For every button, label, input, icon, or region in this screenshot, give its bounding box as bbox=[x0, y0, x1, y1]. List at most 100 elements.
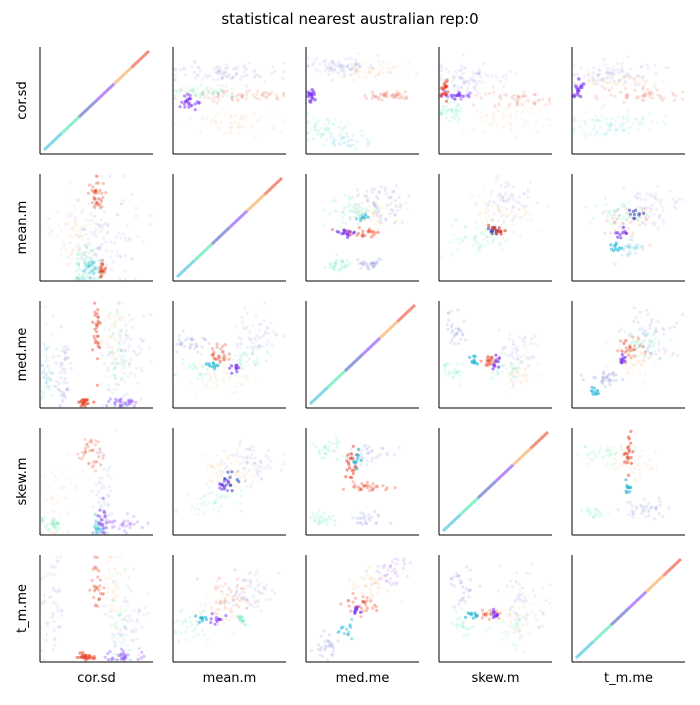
scatter-point bbox=[255, 96, 259, 100]
scatter-point bbox=[142, 314, 146, 318]
scatter-point bbox=[216, 91, 220, 95]
scatter-point bbox=[118, 571, 122, 576]
scatter-point bbox=[596, 129, 600, 134]
scatter-point bbox=[502, 200, 506, 204]
scatter-point bbox=[338, 69, 342, 74]
scatter-point bbox=[514, 114, 519, 118]
scatter-point bbox=[94, 530, 98, 534]
scatter-point bbox=[354, 206, 358, 210]
scatter-point bbox=[99, 503, 103, 507]
scatter-point bbox=[136, 657, 140, 662]
scatter-point bbox=[94, 521, 98, 525]
scatter-point bbox=[110, 525, 115, 530]
scatter-point bbox=[336, 458, 340, 462]
scatter-point bbox=[59, 324, 63, 329]
scatter-point bbox=[41, 531, 45, 535]
scatter-point bbox=[596, 74, 600, 78]
scatter-point bbox=[337, 440, 341, 444]
scatter-point bbox=[507, 107, 511, 111]
scatter-point bbox=[113, 403, 117, 407]
scatter-point bbox=[386, 453, 390, 457]
scatter-point bbox=[116, 585, 120, 589]
scatter-point bbox=[635, 219, 640, 223]
scatter-point bbox=[376, 513, 380, 517]
scatter-point bbox=[363, 94, 367, 98]
scatter-point bbox=[628, 344, 632, 348]
scatter-point bbox=[541, 612, 546, 616]
scatter-point bbox=[242, 598, 246, 603]
scatter-point bbox=[452, 84, 457, 88]
scatter-point bbox=[85, 245, 89, 250]
scatter-point bbox=[182, 66, 187, 70]
scatter-point bbox=[239, 587, 243, 591]
scatter-point bbox=[306, 64, 310, 68]
scatter-point bbox=[349, 447, 353, 451]
scatter-point bbox=[490, 355, 494, 359]
scatter-point bbox=[75, 269, 79, 273]
scatter-point bbox=[632, 319, 636, 324]
scatter-point bbox=[645, 192, 650, 196]
scatter-point bbox=[328, 265, 332, 270]
scatter-point bbox=[367, 565, 371, 569]
scatter-point bbox=[572, 120, 576, 124]
scatter-point bbox=[241, 374, 245, 379]
scatter-point bbox=[100, 482, 104, 486]
scatter-point bbox=[91, 254, 95, 258]
scatter-point bbox=[617, 213, 621, 217]
scatter-point bbox=[439, 66, 443, 70]
scatter-point bbox=[471, 625, 475, 629]
scatter-point bbox=[125, 399, 129, 403]
scatter-point bbox=[395, 219, 399, 223]
scatter-point bbox=[484, 363, 488, 367]
scatter-point bbox=[453, 624, 457, 628]
scatter-point bbox=[105, 514, 109, 518]
scatter-point bbox=[95, 383, 99, 387]
diagonal-segment bbox=[308, 386, 329, 406]
scatter-point bbox=[499, 232, 503, 236]
scatter-point bbox=[643, 360, 647, 364]
scatter-point bbox=[261, 91, 265, 95]
scatter-point bbox=[645, 217, 649, 222]
scatter-point bbox=[125, 614, 129, 618]
scatter-point bbox=[328, 66, 332, 70]
scatter-point bbox=[195, 502, 199, 506]
scatter-point bbox=[265, 343, 269, 347]
scatter-point bbox=[44, 377, 49, 381]
scatter-point bbox=[86, 246, 90, 250]
scatter-point bbox=[97, 446, 101, 451]
scatter-point bbox=[369, 599, 373, 603]
scatter-point bbox=[222, 370, 226, 374]
scatter-point bbox=[327, 119, 331, 123]
scatter-point bbox=[586, 506, 590, 510]
scatter-point bbox=[60, 484, 64, 488]
scatter-point bbox=[327, 122, 331, 126]
scatter-point bbox=[92, 197, 96, 201]
scatter-point bbox=[348, 138, 352, 142]
scatter-point bbox=[362, 584, 367, 588]
scatter-point bbox=[362, 259, 366, 263]
scatter-point bbox=[107, 519, 111, 523]
scatter-point bbox=[457, 574, 462, 578]
scatter-point bbox=[647, 215, 651, 219]
scatter-point bbox=[533, 102, 537, 106]
scatter-point bbox=[346, 135, 350, 139]
scatter-point bbox=[173, 88, 177, 92]
scatter-point bbox=[455, 370, 459, 374]
scatter-point bbox=[204, 383, 208, 387]
scatter-point bbox=[191, 629, 195, 633]
scatter-point bbox=[614, 119, 618, 123]
scatter-point bbox=[128, 526, 132, 530]
scatter-point bbox=[119, 657, 123, 661]
scatter-point bbox=[632, 212, 637, 217]
scatter-point bbox=[346, 144, 350, 148]
scatter-point bbox=[348, 466, 352, 470]
scatter-point bbox=[83, 450, 87, 454]
scatter-point bbox=[200, 77, 205, 81]
scatter-point bbox=[477, 248, 481, 252]
scatter-point bbox=[456, 117, 460, 121]
scatter-point bbox=[507, 182, 511, 186]
scatter-point bbox=[354, 67, 358, 71]
scatter-point bbox=[486, 359, 490, 363]
scatter-point bbox=[357, 213, 361, 217]
scatter-point bbox=[459, 329, 463, 333]
